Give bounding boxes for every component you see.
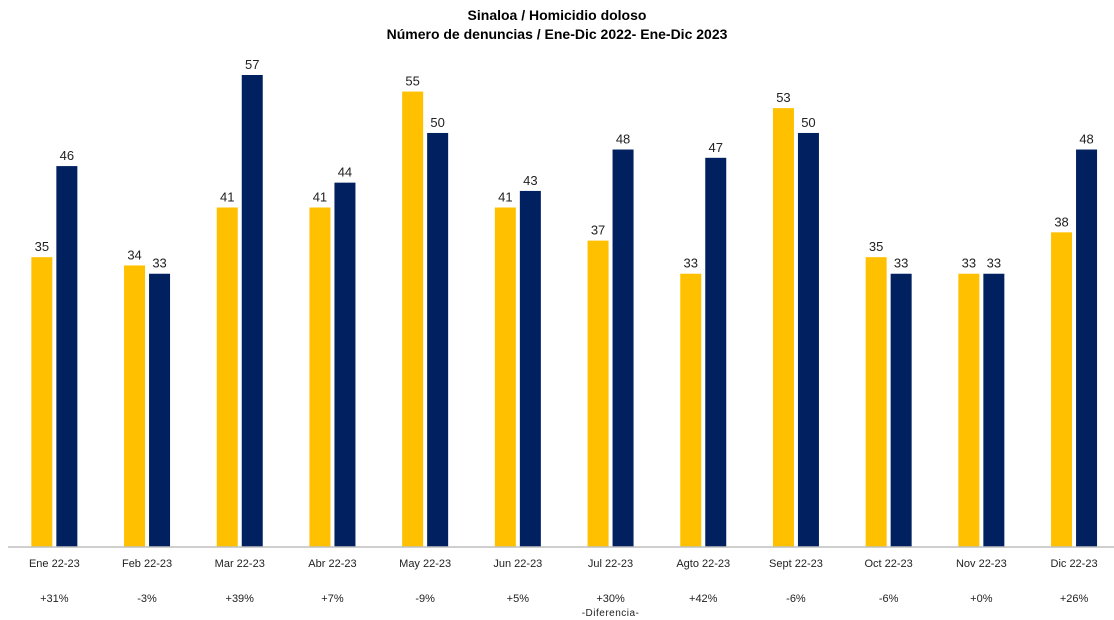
x-tick-label: Jul 22-23 — [588, 558, 633, 570]
bar-2022 — [216, 207, 238, 548]
bar-2022 — [402, 91, 424, 547]
x-tick-label: Sept 22-23 — [769, 558, 823, 570]
bar-2023 — [1076, 149, 1098, 548]
bar-2022 — [309, 207, 331, 548]
bar-2022 — [772, 108, 794, 548]
bar-2022 — [587, 240, 609, 548]
bar-2022 — [958, 273, 980, 547]
bar-2023 — [149, 273, 171, 547]
bar-2022 — [865, 257, 887, 547]
data-label: 41 — [220, 189, 234, 204]
data-label: 44 — [338, 165, 352, 180]
difference-label: -3% — [137, 593, 157, 605]
bar-2023 — [890, 273, 912, 547]
data-label: 38 — [1054, 214, 1068, 229]
data-label: 43 — [523, 173, 537, 188]
bar-2023 — [56, 166, 78, 548]
x-tick-label: Feb 22-23 — [122, 558, 172, 570]
x-tick-label: Mar 22-23 — [215, 558, 265, 570]
bar-2022 — [680, 273, 702, 547]
bar-2023 — [983, 273, 1005, 547]
difference-label: +0% — [970, 593, 993, 605]
x-tick-label: Agto 22-23 — [676, 558, 730, 570]
chart-subtitle: Número de denuncias / Ene-Dic 2022- Ene-… — [386, 26, 728, 42]
x-tick-label: Nov 22-23 — [956, 558, 1007, 570]
bar-2023 — [519, 190, 541, 548]
data-label: 33 — [684, 256, 698, 271]
data-label: 46 — [60, 148, 74, 163]
x-tick-label: Jun 22-23 — [493, 558, 542, 570]
bar-2023 — [334, 182, 356, 548]
bar-2023 — [705, 157, 727, 548]
x-tick-label: Ene 22-23 — [29, 558, 80, 570]
data-label: 33 — [962, 256, 976, 271]
bar-2022 — [31, 257, 53, 547]
bar-2022 — [1051, 232, 1073, 548]
data-label: 50 — [430, 115, 444, 130]
difference-label: +31% — [40, 593, 69, 605]
difference-label: -6% — [786, 593, 806, 605]
chart-title: Sinaloa / Homicidio doloso — [467, 7, 647, 23]
data-label: 57 — [245, 57, 259, 72]
difference-label: +5% — [507, 593, 530, 605]
data-label: 55 — [405, 74, 419, 89]
chart-title-block: Sinaloa / Homicidio doloso Número de den… — [0, 6, 1114, 44]
data-label: 41 — [313, 189, 327, 204]
data-label: 47 — [709, 140, 723, 155]
bar-2022 — [494, 207, 516, 548]
data-label: 33 — [894, 256, 908, 271]
x-tick-label: Oct 22-23 — [864, 558, 912, 570]
bar-2023 — [241, 75, 263, 547]
data-label: 41 — [498, 189, 512, 204]
bar-2023 — [427, 132, 449, 547]
data-label: 35 — [869, 239, 883, 254]
data-label: 33 — [987, 256, 1001, 271]
data-label: 53 — [776, 90, 790, 105]
data-label: 50 — [801, 115, 815, 130]
difference-label: -9% — [415, 593, 435, 605]
difference-label: +26% — [1060, 593, 1089, 605]
data-label: 48 — [1079, 132, 1093, 147]
bar-2023 — [797, 132, 819, 547]
x-tick-label: Abr 22-23 — [308, 558, 356, 570]
data-label: 34 — [127, 247, 141, 262]
difference-note: -Diferencia- — [582, 608, 640, 619]
x-tick-label: Dic 22-23 — [1051, 558, 1098, 570]
data-label: 35 — [35, 239, 49, 254]
difference-label: +42% — [689, 593, 718, 605]
data-label: 33 — [152, 256, 166, 271]
difference-label: +39% — [226, 593, 255, 605]
difference-label: -6% — [879, 593, 899, 605]
difference-label: +7% — [321, 593, 344, 605]
bar-2023 — [612, 149, 634, 548]
data-label: 48 — [616, 132, 630, 147]
data-label: 37 — [591, 223, 605, 238]
x-tick-label: May 22-23 — [399, 558, 451, 570]
difference-label: +30% — [596, 593, 625, 605]
bar-2022 — [124, 265, 146, 547]
